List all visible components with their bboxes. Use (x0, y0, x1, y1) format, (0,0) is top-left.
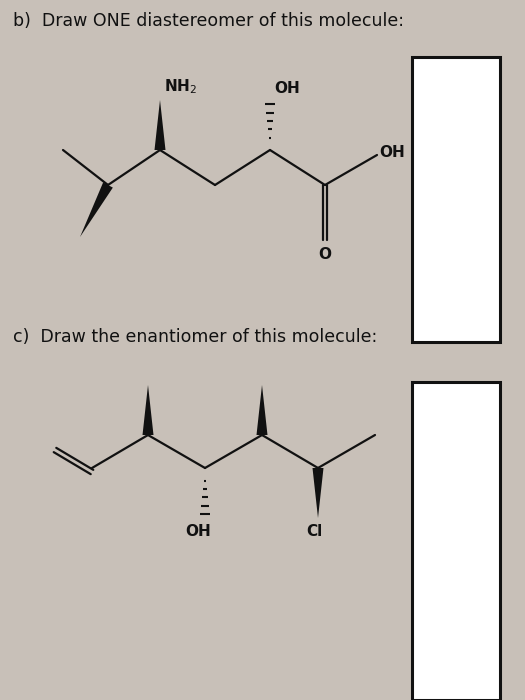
FancyBboxPatch shape (412, 57, 500, 342)
Text: Cl: Cl (306, 524, 322, 539)
FancyBboxPatch shape (412, 382, 500, 700)
Text: OH: OH (274, 81, 300, 96)
Polygon shape (142, 385, 153, 435)
Text: O: O (319, 247, 331, 262)
Polygon shape (80, 183, 113, 237)
Polygon shape (257, 385, 268, 435)
Text: NH$_2$: NH$_2$ (164, 77, 197, 96)
Text: OH: OH (185, 524, 211, 539)
Polygon shape (312, 468, 323, 518)
Polygon shape (154, 100, 165, 150)
Text: OH: OH (379, 146, 405, 160)
Text: c)  Draw the enantiomer of this molecule:: c) Draw the enantiomer of this molecule: (13, 328, 377, 346)
Text: b)  Draw ONE diastereomer of this molecule:: b) Draw ONE diastereomer of this molecul… (13, 12, 404, 30)
